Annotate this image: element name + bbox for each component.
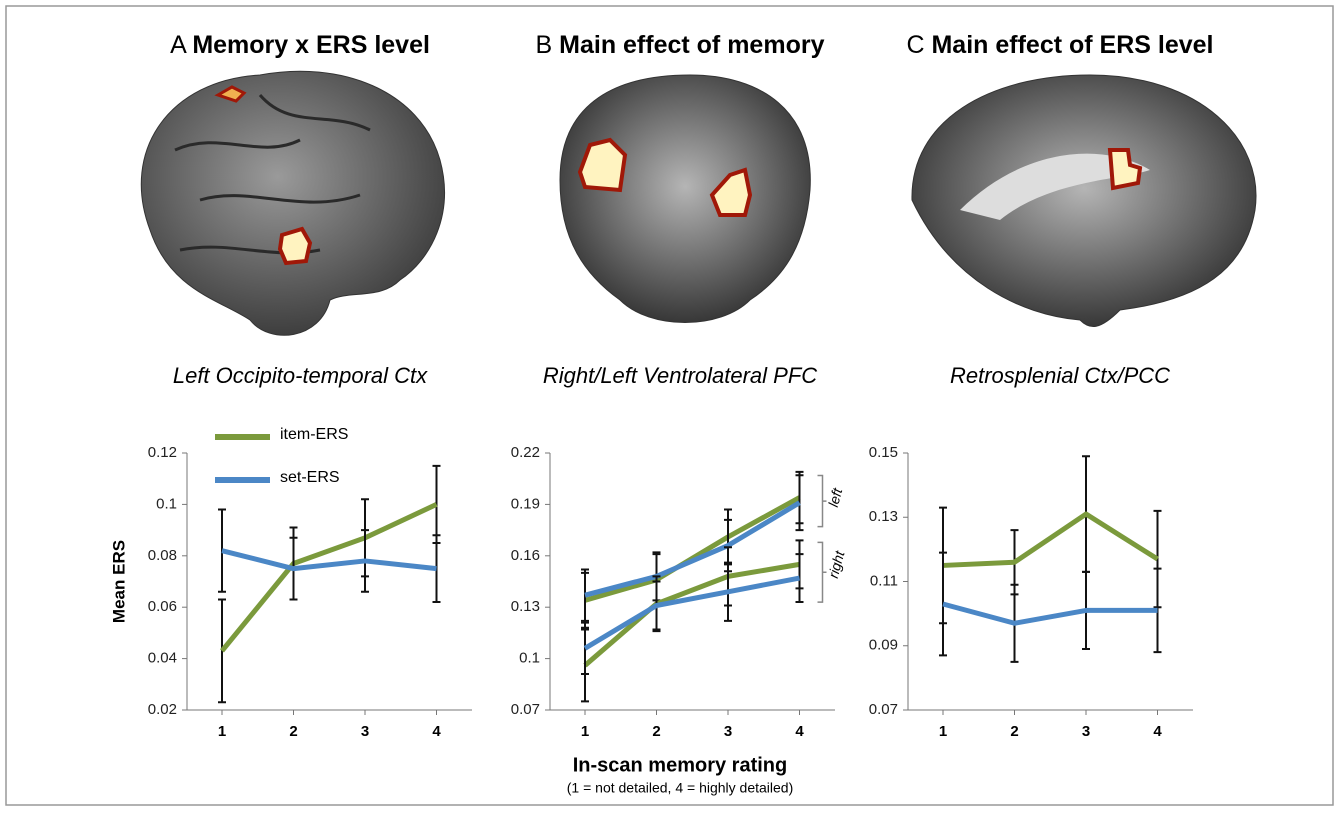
panel-title: C Main effect of ERS level — [906, 31, 1213, 59]
subtitle: Right/Left Ventrolateral PFC — [543, 363, 817, 388]
x-tick-label: 1 — [939, 723, 947, 740]
y-tick-label: 0.19 — [511, 495, 540, 512]
y-tick-label: 0.04 — [148, 650, 177, 667]
y-tick-label: 0.16 — [511, 547, 540, 564]
title: Memory x ERS level — [192, 31, 430, 59]
y-tick-label: 0.07 — [869, 701, 898, 718]
y-tick-label: 0.11 — [870, 572, 898, 589]
y-tick-label: 0.13 — [511, 598, 540, 615]
x-tick-label: 4 — [432, 723, 441, 740]
legend-label: item-ERS — [280, 426, 348, 443]
y-tick-label: 0.08 — [148, 547, 177, 564]
x-tick-label: 4 — [795, 723, 804, 740]
y-tick-label: 0.09 — [869, 637, 898, 654]
panel-letter: A — [170, 31, 187, 59]
x-tick-label: 2 — [1010, 723, 1018, 740]
x-axis-note: (1 = not detailed, 4 = highly detailed) — [567, 780, 794, 796]
title: Main effect of memory — [559, 31, 824, 59]
y-tick-label: 0.1 — [156, 495, 177, 512]
title: Main effect of ERS level — [931, 31, 1213, 59]
y-tick-label: 0.13 — [869, 508, 898, 525]
y-tick-label: 0.06 — [148, 598, 177, 615]
x-tick-label: 1 — [218, 723, 226, 740]
y-tick-label: 0.22 — [511, 444, 540, 461]
x-tick-label: 3 — [724, 723, 732, 740]
legend-label: set-ERS — [280, 469, 340, 486]
subtitle: Retrosplenial Ctx/PCC — [950, 363, 1170, 388]
y-tick-label: 0.1 — [519, 650, 540, 667]
y-axis-label: Mean ERS — [109, 540, 128, 623]
y-tick-label: 0.15 — [869, 444, 898, 461]
figure: A Memory x ERS level Left Occipito-tempor… — [0, 0, 1339, 811]
x-tick-label: 4 — [1153, 723, 1162, 740]
y-tick-label: 0.12 — [148, 444, 177, 461]
subtitle: Left Occipito-temporal Ctx — [173, 363, 428, 388]
panel-title: A Memory x ERS level — [170, 31, 430, 59]
x-tick-label: 1 — [581, 723, 589, 740]
panel-letter: C — [906, 31, 924, 59]
panel-title: B Main effect of memory — [536, 31, 825, 59]
x-tick-label: 2 — [289, 723, 297, 740]
x-tick-label: 3 — [1082, 723, 1090, 740]
panel-letter: B — [536, 31, 553, 59]
x-tick-label: 3 — [361, 723, 369, 740]
y-tick-label: 0.07 — [511, 701, 540, 718]
x-tick-label: 2 — [652, 723, 660, 740]
y-tick-label: 0.02 — [148, 701, 177, 718]
x-axis-label: In-scan memory rating — [573, 754, 788, 776]
